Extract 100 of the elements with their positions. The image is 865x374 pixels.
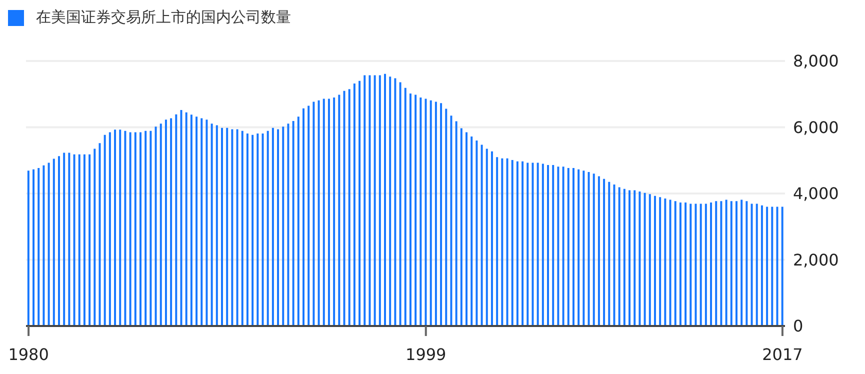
bar — [216, 125, 218, 326]
bar — [760, 205, 763, 326]
bar — [302, 108, 304, 326]
bar — [562, 166, 564, 326]
bar — [781, 206, 784, 326]
bar — [180, 110, 182, 326]
bar — [766, 206, 768, 326]
bar — [430, 100, 432, 326]
bar — [700, 204, 702, 326]
bar — [114, 130, 116, 326]
bar — [358, 80, 361, 326]
bar — [511, 160, 514, 326]
bar — [108, 132, 111, 326]
bar — [434, 102, 437, 326]
bar — [547, 165, 550, 326]
bar — [648, 194, 651, 326]
bar — [48, 162, 50, 326]
bar — [536, 162, 539, 326]
bar — [175, 114, 178, 326]
bar — [735, 201, 738, 326]
bar — [246, 134, 248, 326]
bar — [364, 75, 366, 326]
bar — [725, 200, 728, 326]
bar — [414, 94, 417, 326]
bar — [154, 126, 157, 326]
bar — [634, 190, 636, 326]
bar — [470, 136, 473, 326]
bar — [160, 124, 162, 326]
bar — [618, 187, 620, 326]
bar — [338, 94, 340, 326]
bar — [170, 118, 172, 326]
bar — [659, 197, 662, 326]
bar — [679, 202, 682, 326]
bar — [664, 198, 666, 326]
bar — [730, 201, 732, 326]
bar — [190, 114, 192, 326]
bar — [450, 116, 452, 326]
bar — [756, 204, 758, 326]
bar — [210, 124, 213, 326]
bar — [226, 128, 228, 326]
bar — [669, 200, 672, 326]
bar — [771, 206, 774, 326]
bar — [78, 154, 80, 326]
bar — [445, 108, 448, 326]
bar — [486, 148, 488, 326]
bar — [318, 100, 320, 326]
bar — [104, 134, 106, 326]
bar — [740, 200, 743, 326]
bar — [144, 130, 147, 326]
y-tick-label: 6,000 — [793, 118, 839, 137]
bar — [266, 130, 269, 326]
bar — [516, 161, 518, 326]
y-tick-label: 4,000 — [793, 184, 839, 204]
y-tick-label: 2,000 — [793, 250, 839, 270]
bar — [134, 132, 136, 326]
bar — [644, 192, 646, 326]
bar — [704, 204, 707, 326]
bar — [129, 132, 132, 326]
bar — [241, 130, 244, 326]
bar — [582, 170, 585, 326]
bar — [220, 128, 223, 326]
bar — [496, 157, 498, 326]
bar — [552, 165, 554, 326]
bar — [27, 170, 30, 326]
bar — [384, 74, 386, 326]
bar — [690, 204, 692, 326]
bar — [506, 158, 508, 326]
bar — [750, 204, 753, 326]
bar — [776, 206, 778, 326]
bar — [52, 158, 55, 326]
bar — [674, 201, 676, 326]
bar — [628, 190, 631, 326]
legend-label: 在美国证券交易所上市的国内公司数量 — [35, 8, 292, 27]
bar — [613, 184, 616, 326]
bar — [598, 176, 600, 326]
bar — [94, 148, 96, 326]
bar — [490, 151, 493, 326]
bar — [409, 93, 412, 326]
bar — [378, 75, 381, 326]
bar — [282, 126, 284, 326]
y-tick-label: 8,000 — [793, 52, 839, 71]
bar — [42, 165, 45, 326]
bar — [603, 178, 606, 326]
bar — [526, 162, 529, 326]
bar — [124, 130, 126, 326]
bar — [420, 97, 422, 326]
bar — [404, 88, 406, 326]
bar — [715, 201, 718, 326]
bar — [88, 154, 91, 326]
bar — [308, 106, 310, 326]
bar — [572, 168, 574, 326]
bar — [185, 112, 188, 326]
bar — [394, 78, 396, 326]
bar — [206, 120, 208, 326]
bar — [348, 89, 350, 326]
bar — [480, 144, 483, 326]
bar — [322, 98, 325, 326]
bar — [623, 188, 626, 326]
bar — [501, 158, 504, 326]
bar — [32, 169, 35, 326]
